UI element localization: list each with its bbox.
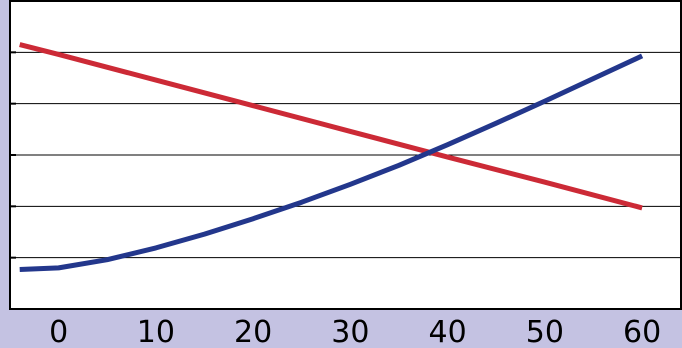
series-line-2 (19, 53, 644, 272)
series-line-1 (19, 42, 643, 211)
x-tick-label-0: 0 (49, 315, 68, 348)
x-tick-label-30: 30 (331, 315, 369, 348)
x-tick-label-20: 20 (234, 315, 272, 348)
x-tick-label-50: 50 (526, 315, 564, 348)
x-tick-label-40: 40 (429, 315, 467, 348)
x-tick-label-60: 60 (623, 315, 661, 348)
series-lines (19, 42, 644, 272)
x-tick-labels: 0 10 20 30 40 50 60 (49, 315, 661, 348)
x-tick-label-10: 10 (137, 315, 175, 348)
